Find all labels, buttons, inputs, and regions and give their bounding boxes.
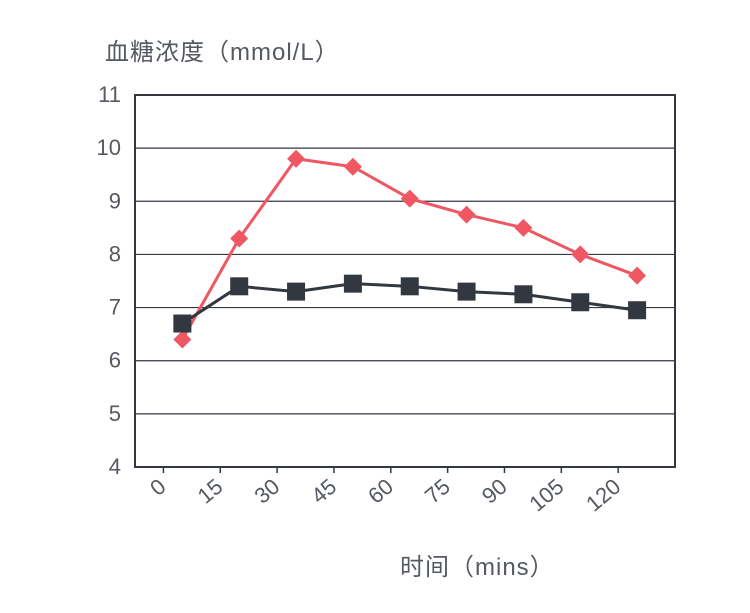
series-dark-marker: [458, 283, 476, 301]
y-tick-label: 9: [109, 188, 121, 213]
series-dark-marker: [514, 285, 532, 303]
x-tick-label: 15: [193, 474, 228, 509]
x-tick-label: 105: [524, 474, 568, 517]
y-tick-label: 6: [109, 348, 121, 373]
line-chart: 血糖浓度（mmol/L）时间（mins）45678910110153045607…: [0, 0, 750, 613]
y-tick-label: 11: [98, 82, 121, 107]
x-tick-label: 120: [581, 474, 625, 517]
series-red-marker: [173, 330, 191, 348]
series-dark-marker: [628, 301, 646, 319]
series-red-marker: [344, 158, 362, 176]
series-red-line: [182, 159, 637, 340]
y-tick-label: 8: [109, 241, 121, 266]
y-tick-label: 5: [109, 401, 121, 426]
series-red-marker: [401, 190, 419, 208]
y-tick-label: 4: [109, 454, 121, 479]
series-dark-marker: [401, 277, 419, 295]
series-dark-marker: [344, 275, 362, 293]
series-red-marker: [571, 245, 589, 263]
chart-container: 血糖浓度（mmol/L）时间（mins）45678910110153045607…: [0, 0, 750, 613]
series-dark-marker: [571, 293, 589, 311]
x-tick-label: 60: [363, 474, 398, 509]
series-red-marker: [514, 219, 532, 237]
series-red-marker: [458, 206, 476, 224]
series-dark-marker: [173, 315, 191, 333]
series-dark-marker: [230, 277, 248, 295]
x-tick-label: 90: [477, 474, 512, 509]
series-dark-marker: [287, 283, 305, 301]
x-tick-label: 30: [249, 474, 284, 509]
series-red-marker: [628, 267, 646, 285]
y-tick-label: 10: [97, 135, 121, 160]
y-tick-label: 7: [109, 295, 121, 320]
x-tick-label: 45: [306, 474, 341, 509]
x-tick-label: 0: [145, 474, 170, 501]
x-tick-label: 75: [420, 474, 455, 509]
x-axis-title: 时间（mins）: [400, 554, 555, 581]
y-axis-title: 血糖浓度（mmol/L）: [105, 39, 340, 66]
